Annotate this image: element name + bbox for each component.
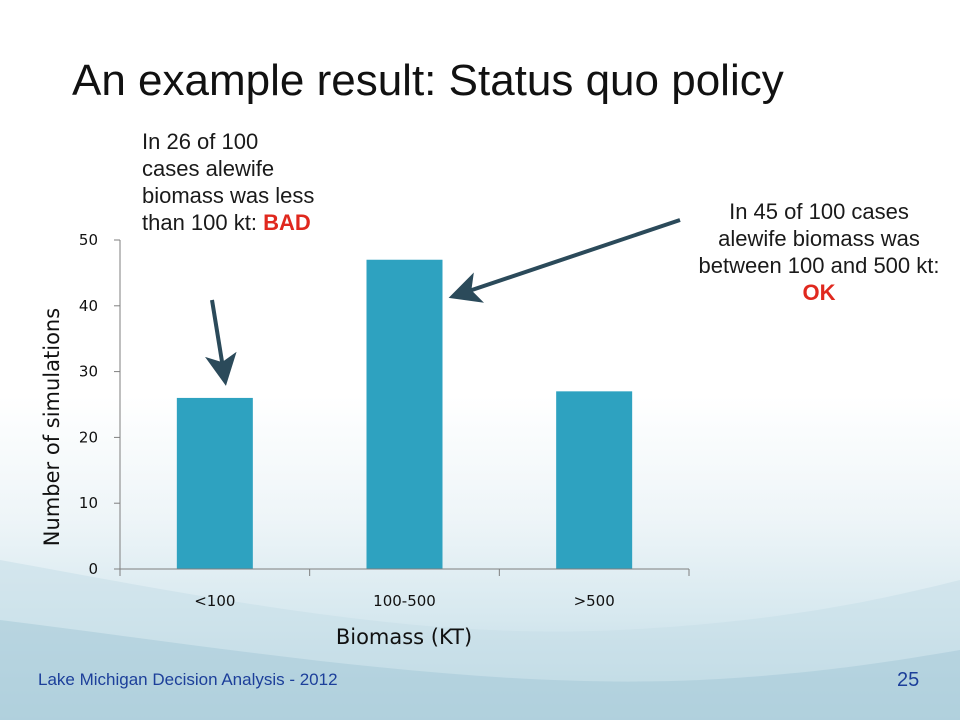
y-tick-label-0: 0 (88, 560, 98, 578)
y-tick-label-4: 40 (79, 297, 98, 315)
y-tick-label-5: 50 (79, 231, 98, 249)
y-axis-title: Number of simulations (40, 308, 64, 546)
x-axis-title: Biomass (KT) (336, 625, 472, 649)
page-number: 25 (897, 669, 920, 691)
arrow-left (205, 299, 237, 386)
annotation-left-text: In 26 of 100 cases alewife biomass was l… (142, 129, 315, 235)
annotation-right-verdict: OK (802, 280, 836, 305)
y-tick-label-1: 10 (79, 494, 98, 512)
annotation-right-text: In 45 of 100 cases alewife biomass was b… (698, 199, 940, 278)
footer-text: Lake Michigan Decision Analysis - 2012 (38, 670, 338, 689)
x-tick-label-1: 100-500 (373, 592, 436, 610)
arrow-right (448, 218, 681, 303)
x-tick-label-0: <100 (194, 592, 235, 610)
bar-1 (366, 259, 443, 569)
bar-2 (556, 391, 633, 569)
x-tick-label-2: >500 (574, 592, 615, 610)
annotation-left: In 26 of 100 cases alewife biomass was l… (142, 128, 317, 236)
annotation-right: In 45 of 100 cases alewife biomass was b… (692, 198, 946, 306)
slide-title: An example result: Status quo policy (72, 56, 784, 105)
y-tick-label-2: 20 (79, 428, 98, 446)
annotation-left-verdict: BAD (263, 210, 311, 235)
bar-0 (176, 397, 253, 569)
y-tick-label-3: 30 (79, 363, 98, 381)
